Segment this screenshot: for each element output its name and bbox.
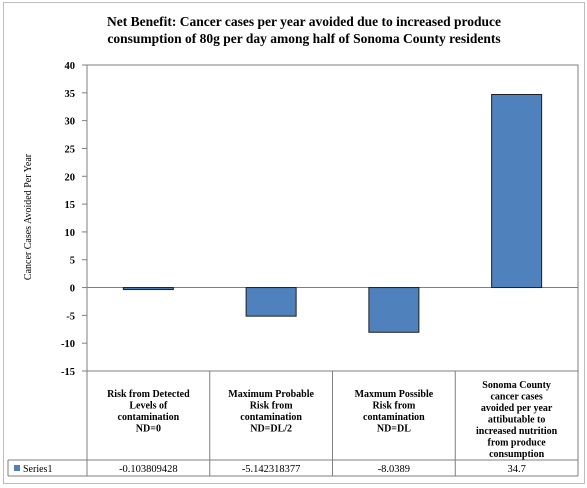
series-name: Series1: [23, 464, 52, 475]
y-tick-label: 0: [70, 284, 75, 295]
y-tick-label: -10: [61, 339, 75, 350]
chart-frame: Net Benefit: Cancer cases per year avoid…: [3, 2, 585, 484]
data-value-label: -5.142318377: [242, 464, 301, 475]
chart-title-line-2: consumption of 80g per day among half of…: [107, 31, 500, 46]
data-value-label: -8.0389: [378, 464, 410, 475]
y-tick-label: 10: [65, 228, 76, 239]
category-label: Sonoma County cancer cases avoided per yea…: [476, 380, 558, 460]
y-tick-label: 25: [65, 144, 76, 155]
bar: [245, 287, 297, 317]
bar-chart: Net Benefit: Cancer cases per year avoid…: [7, 14, 579, 477]
category-label: Maximum Probable Risk from contamination ND…: [228, 389, 314, 435]
y-tick-label: 40: [65, 61, 76, 72]
y-tick-label: 35: [65, 89, 76, 100]
bars: [122, 93, 543, 333]
chart-title-line-1: Net Benefit: Cancer cases per year avoid…: [107, 14, 501, 29]
y-tick-label: 20: [65, 172, 76, 183]
y-tick-label: -15: [61, 367, 75, 378]
y-tick-label: 5: [70, 256, 75, 267]
data-table: Risk from Detected Levels of contamination…: [7, 371, 579, 477]
legend-key: [14, 465, 20, 471]
bar: [491, 93, 543, 289]
y-tick-label: -5: [66, 311, 75, 322]
data-value-label: 34.7: [507, 464, 525, 475]
data-value-label: -0.103809428: [119, 464, 178, 475]
y-axis-label: Cancer Cases Avoided Per Year: [23, 153, 34, 280]
y-tick-label: 30: [65, 117, 76, 128]
bar: [368, 287, 420, 333]
y-tick-label: 15: [65, 200, 76, 211]
category-label: Maxmum Possible Risk from contamination ND=…: [355, 389, 434, 435]
bar: [122, 287, 174, 291]
category-label: Risk from Detected Levels of contamination…: [107, 389, 190, 435]
